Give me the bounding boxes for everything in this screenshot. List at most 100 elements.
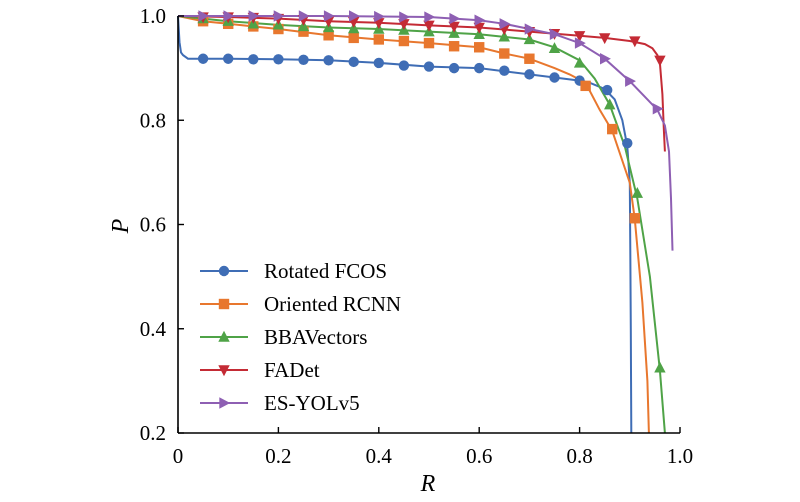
data-point-3-15 — [548, 42, 561, 54]
data-point-3-14 — [523, 33, 536, 45]
data-point-5-16 — [574, 37, 586, 49]
legend-marker — [218, 298, 230, 310]
data-point-2-8 — [373, 34, 384, 45]
data-point-1-14 — [524, 69, 535, 80]
data-point-5-13 — [499, 18, 511, 30]
data-point-2-9 — [398, 35, 410, 47]
data-point-1-10 — [423, 61, 435, 72]
series-line-4 — [177, 15, 666, 152]
y-tick-label: 0.8 — [140, 108, 166, 132]
data-point-1-1 — [197, 53, 209, 64]
data-point-2-15 — [580, 80, 591, 92]
legend-item-3: BBAVectors — [200, 325, 367, 349]
legend-label: FADet — [264, 358, 320, 382]
data-point-2-7 — [348, 32, 359, 44]
legend-label: BBAVectors — [264, 325, 367, 349]
data-point-2-17 — [629, 213, 641, 224]
data-point-3-18 — [631, 187, 644, 198]
data-point-3-16 — [573, 56, 586, 68]
legend-label: ES-YOLv5 — [264, 391, 360, 415]
x-tick-label: 0.8 — [566, 444, 592, 468]
y-tick-label: 0.6 — [140, 213, 166, 237]
data-point-1-6 — [323, 55, 334, 66]
data-point-1-5 — [298, 54, 309, 65]
data-point-1-15 — [549, 72, 560, 83]
data-point-1-2 — [223, 53, 234, 64]
data-point-1-9 — [398, 60, 410, 71]
data-point-5-17 — [600, 53, 611, 65]
data-point-5-7 — [349, 10, 360, 22]
data-point-5-18 — [625, 75, 636, 87]
legend-label: Rotated FCOS — [264, 259, 387, 283]
data-point-5-14 — [524, 23, 536, 35]
data-point-1-7 — [348, 56, 359, 68]
tick-labels: 0 0.2 0.4 0.6 0.8 1.0 0.2 0.4 0.6 0.8 1.0 — [140, 4, 693, 468]
data-point-1-11 — [448, 62, 460, 74]
y-tick-label: 0.4 — [140, 317, 167, 341]
data-point-1-12 — [474, 62, 485, 74]
data-point-5-2 — [223, 10, 235, 22]
data-point-3-13 — [498, 30, 510, 42]
data-point-4-16 — [573, 31, 586, 43]
y-tick-label: 0.2 — [140, 421, 166, 445]
data-point-4-10 — [423, 20, 435, 32]
data-point-2-12 — [474, 42, 485, 53]
legend-marker — [218, 330, 230, 342]
data-point-5-9 — [399, 11, 411, 23]
series-lines — [177, 15, 674, 434]
y-axis-title: P — [108, 218, 134, 234]
data-point-1-4 — [273, 54, 284, 65]
data-point-5-6 — [323, 10, 335, 22]
data-point-5-12 — [474, 14, 486, 26]
data-point-5-8 — [374, 10, 385, 23]
series-markers — [197, 10, 666, 373]
data-point-5-15 — [549, 28, 561, 40]
legend-marker — [219, 397, 231, 409]
legend-item-1: Rotated FCOS — [200, 259, 387, 283]
data-point-5-1 — [198, 10, 210, 22]
series-line-5 — [178, 15, 674, 251]
data-point-2-13 — [499, 48, 510, 59]
legend-marker — [218, 365, 230, 377]
data-point-4-19 — [654, 55, 666, 67]
axes — [177, 15, 681, 434]
data-point-1-13 — [499, 65, 510, 76]
legend-label: Oriented RCNN — [264, 292, 401, 316]
data-point-1-8 — [373, 57, 384, 69]
series-line-2 — [177, 15, 650, 434]
data-point-3-19 — [654, 361, 666, 373]
data-point-2-14 — [524, 53, 535, 64]
data-point-2-16 — [607, 123, 618, 135]
data-point-2-11 — [448, 41, 460, 52]
data-point-2-5 — [298, 26, 309, 37]
data-point-5-11 — [449, 12, 461, 25]
x-tick-label: 0.4 — [366, 444, 393, 468]
data-point-5-19 — [652, 103, 664, 115]
series-line-3 — [177, 15, 666, 434]
data-point-1-3 — [248, 54, 259, 65]
data-point-5-10 — [424, 11, 436, 23]
data-point-5-5 — [298, 10, 310, 22]
x-axis-title: R — [420, 471, 436, 497]
data-point-4-17 — [599, 33, 611, 45]
y-tick-label: 1.0 — [140, 4, 166, 28]
x-tick-label: 0.2 — [265, 444, 291, 468]
data-point-4-12 — [473, 22, 485, 34]
data-point-4-9 — [398, 19, 410, 31]
x-tick-label: 1.0 — [667, 444, 693, 468]
legend-item-5: ES-YOLv5 — [200, 391, 360, 415]
data-point-4-18 — [629, 36, 641, 48]
data-point-4-11 — [448, 21, 460, 33]
legend-item-4: FADet — [200, 358, 320, 382]
data-point-2-10 — [423, 37, 435, 49]
data-point-1-18 — [622, 137, 633, 149]
data-point-1-17 — [602, 84, 613, 96]
data-point-5-3 — [248, 10, 260, 22]
x-tick-label: 0 — [173, 444, 184, 468]
data-point-5-4 — [273, 10, 285, 22]
legend-item-2: Oriented RCNN — [200, 292, 401, 316]
legend-marker — [218, 265, 230, 277]
legend: Rotated FCOS Oriented RCNN BBAVectors FADet… — [200, 259, 401, 415]
data-point-2-6 — [323, 30, 334, 41]
